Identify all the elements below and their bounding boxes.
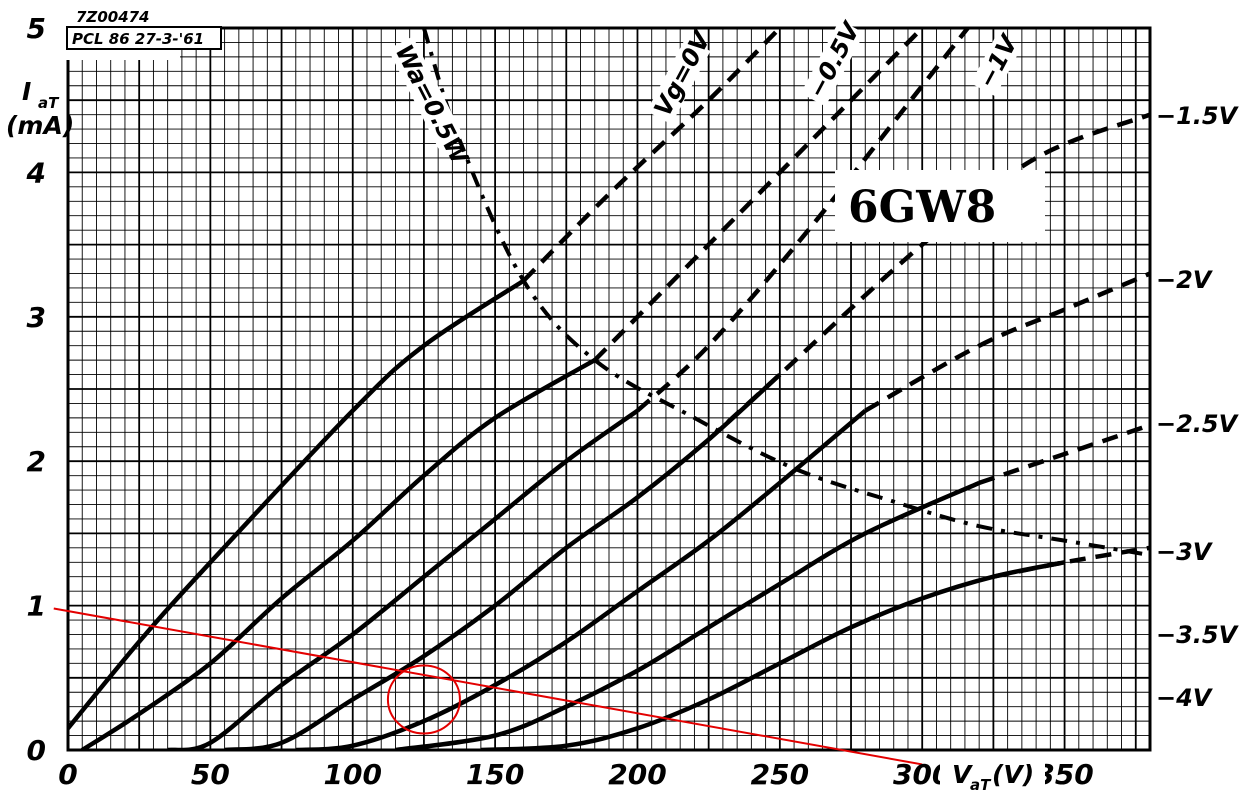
x-tick-label: 100: [324, 758, 382, 791]
curve-label-neg-4v: −4V: [1156, 684, 1214, 712]
curve-label-neg-1_5v-group: −1.5V: [1156, 102, 1240, 130]
curve--1V-dashed: [635, 28, 970, 413]
x-tick-label: 200: [608, 758, 666, 791]
curve--2V: [295, 408, 867, 750]
x-axis-label-sub: aT: [970, 776, 992, 794]
curve-label-neg-3v: −3V: [1156, 538, 1214, 566]
header-code: 7Z00474: [76, 8, 150, 26]
x-tick-label: 0: [58, 758, 77, 791]
curve--2_5V-dashed: [978, 422, 1150, 486]
curve--0_5V-dashed: [593, 28, 924, 362]
curve-label-vg-0v-backdrop: [646, 37, 711, 125]
curve-label-neg-1v-backdrop: [970, 36, 1021, 97]
x-tick-label: 350: [1035, 758, 1093, 791]
curve-Vg-0V-dashed: [521, 28, 782, 283]
curve-label-neg-2v: −2V: [1156, 266, 1214, 294]
curve-label-neg-0_5v-backdrop: [800, 19, 865, 107]
operating-point-marker: [386, 664, 461, 735]
curve-label-neg-3_5v-group: −3.5V: [1156, 621, 1240, 649]
y-tick-label: 3: [27, 301, 46, 334]
y-axis-label-unit: (mA): [6, 111, 74, 140]
y-axis-label-sub: aT: [38, 94, 60, 112]
x-axis-label-backdrop: [940, 758, 1045, 792]
curve-label-neg-2_5v-group: −2.5V: [1156, 410, 1240, 438]
curve-group: [68, 28, 1150, 750]
curve--1_5V: [224, 372, 782, 750]
curve-label-neg-3v-group: −3V: [1156, 538, 1214, 566]
x-tick-label: 150: [466, 758, 524, 791]
y-tick-label: 4: [26, 156, 46, 189]
header-stamp: PCL 86 27-3-'61: [72, 30, 204, 48]
x-tick-label: 250: [751, 758, 809, 791]
curve-label-neg-2_5v: −2.5V: [1156, 410, 1240, 438]
curve--2V-dashed: [864, 271, 1150, 413]
title-backdrop: [835, 170, 1045, 242]
curve--1_5V-dashed: [707, 112, 1150, 442]
curve--0_5V: [80, 358, 596, 750]
curve-label-neg-1_5v: −1.5V: [1156, 102, 1240, 130]
plot-grid: [66, 26, 1152, 752]
y-axis-label: I aT (mA): [6, 77, 74, 140]
curve-Vg-0V: [68, 278, 525, 730]
y-tick-label: 1: [27, 590, 46, 623]
load-line: [53, 607, 923, 766]
curve-label-neg-3_5v: −3.5V: [1156, 621, 1240, 649]
curve-label-wa-0_5w-backdrop: [387, 36, 465, 150]
x-tick-label: 50: [191, 758, 230, 791]
curve--2_5V: [395, 480, 981, 750]
power-limit-curve: [421, 28, 1150, 558]
curve-label-neg-4v-group: −4V: [1156, 684, 1214, 712]
curve-label-neg-2v-group: −2V: [1156, 266, 1214, 294]
header-stamp-box: [66, 26, 222, 50]
y-tick-label: 0: [27, 734, 46, 767]
curve--3V: [480, 560, 1066, 750]
x-axis-label-main: V: [952, 760, 973, 789]
y-axis-label-main: I: [22, 77, 31, 106]
y-tick-label: 5: [27, 12, 46, 45]
x-axis-label: V aT (V): [940, 758, 1045, 794]
chart-title: 6GW8: [848, 182, 996, 233]
x-axis-label-unit: (V): [992, 760, 1034, 789]
curve--1V: [167, 408, 639, 750]
y-tick-label: 2: [27, 445, 46, 478]
